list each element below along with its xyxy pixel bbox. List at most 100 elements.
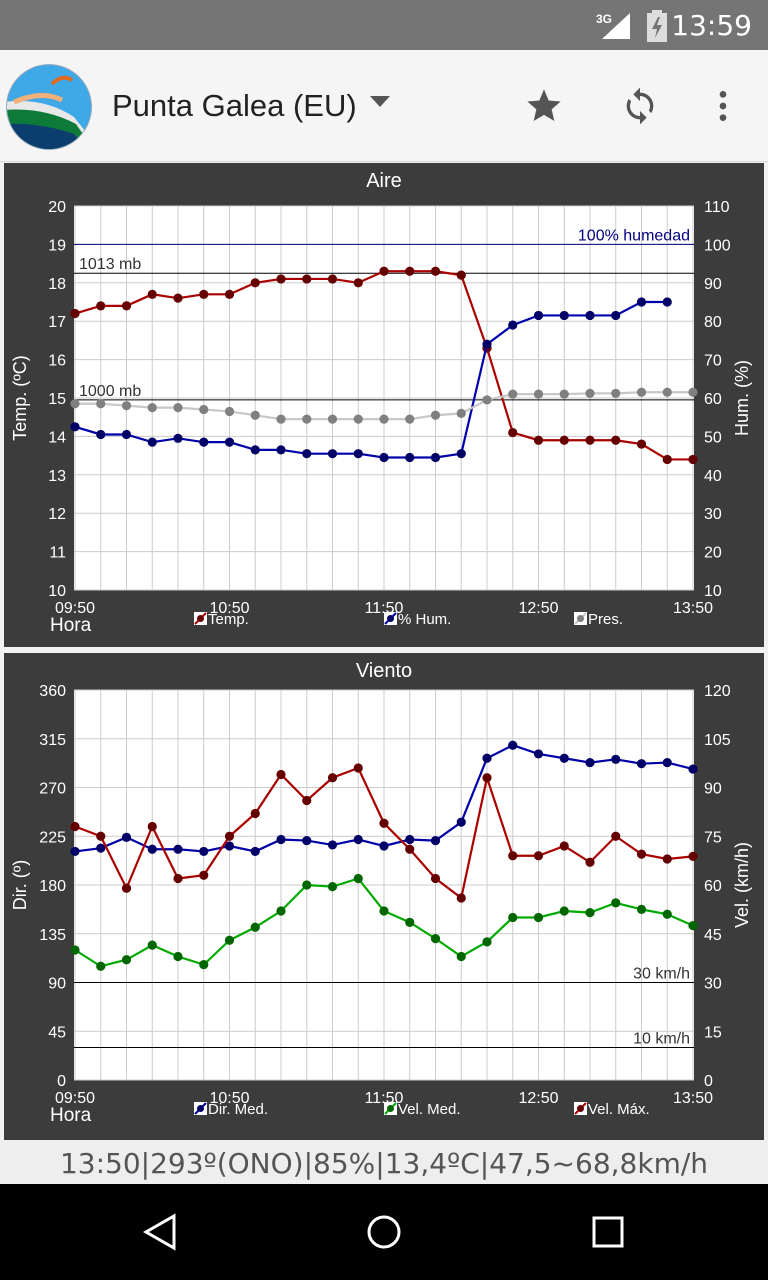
data-point — [302, 835, 312, 846]
data-point — [250, 808, 260, 819]
legend-swatch-marker — [197, 615, 204, 622]
data-point — [585, 757, 595, 768]
legend-label: Dir. Med. — [208, 1101, 268, 1118]
data-point — [508, 320, 518, 330]
y-tick-label: 225 — [39, 829, 66, 846]
data-point — [173, 433, 183, 443]
data-point — [559, 906, 569, 916]
data-point — [688, 454, 698, 465]
app-bar: Punta Galea (EU) — [0, 50, 768, 162]
data-point — [559, 389, 569, 399]
legend-swatch-marker — [197, 1105, 204, 1112]
data-point — [173, 844, 183, 854]
y2-axis-label: Vel. (km/h) — [732, 842, 752, 928]
data-point — [96, 429, 106, 440]
data-point — [121, 401, 132, 411]
data-point — [224, 831, 235, 841]
data-point — [276, 274, 286, 284]
data-point — [327, 840, 338, 850]
data-point — [250, 278, 260, 288]
dropdown-arrow-icon[interactable] — [370, 96, 390, 107]
data-point — [611, 754, 621, 764]
y2-tick-label: 30 — [704, 976, 722, 993]
data-point — [327, 449, 338, 459]
y-tick-label: 11 — [49, 545, 66, 562]
legend-swatch-marker — [577, 615, 584, 622]
y-axis-label: Dir. (º) — [10, 860, 30, 911]
data-point — [250, 922, 260, 932]
star-icon — [527, 89, 561, 121]
data-point — [611, 388, 621, 398]
data-point — [70, 422, 80, 432]
data-point — [662, 854, 672, 864]
data-point — [199, 437, 209, 447]
data-point — [456, 893, 466, 903]
data-point — [70, 308, 80, 319]
navigation-bar — [0, 1184, 768, 1280]
data-point — [456, 408, 466, 418]
data-point — [379, 841, 389, 851]
current-conditions-summary: 13:50|293º(ONO)|85%|13,4ºC|47,5~68,8km/h — [0, 1141, 768, 1184]
legend-label: Temp. — [208, 611, 249, 628]
data-point — [636, 904, 647, 914]
y-tick-label: 135 — [39, 927, 66, 944]
y-tick-label: 315 — [39, 732, 66, 749]
data-point — [327, 882, 338, 892]
y-tick-label: 19 — [48, 237, 66, 254]
data-point — [688, 387, 698, 397]
data-point — [662, 909, 672, 919]
app-logo-icon[interactable] — [4, 62, 94, 152]
data-point — [302, 274, 312, 284]
overflow-menu-button[interactable] — [697, 80, 749, 132]
data-point — [533, 435, 544, 445]
y2-tick-label: 30 — [704, 506, 722, 523]
data-point — [482, 937, 492, 947]
y2-tick-label: 110 — [704, 199, 730, 216]
data-point — [559, 310, 569, 321]
x-axis-label: Hora — [50, 615, 92, 636]
data-point — [430, 452, 441, 463]
data-point — [508, 427, 518, 438]
legend-label: % Hum. — [398, 611, 451, 628]
favorite-button[interactable] — [518, 80, 570, 132]
data-point — [276, 414, 286, 424]
data-point — [533, 749, 544, 759]
data-point — [96, 831, 106, 841]
data-point — [327, 773, 338, 783]
data-point — [147, 821, 157, 832]
data-point — [533, 389, 544, 399]
y-tick-label: 270 — [39, 781, 66, 798]
home-button[interactable] — [364, 1212, 404, 1252]
wind-chart: Viento 0 0 45 15 90 30 135 45 180 60 225 75 270 90 315 1… — [10, 660, 752, 1126]
data-point — [430, 410, 441, 420]
data-point — [430, 873, 441, 884]
legend-label: Pres. — [588, 611, 623, 628]
y2-tick-label: 80 — [704, 314, 722, 331]
station-title[interactable]: Punta Galea (EU) — [112, 88, 357, 123]
data-point — [173, 951, 183, 962]
data-point — [121, 955, 132, 965]
battery-charging-icon — [647, 10, 667, 42]
data-point — [482, 773, 492, 783]
legend-label: Vel. Máx. — [588, 1101, 650, 1118]
air-chart: Aire 10 10 11 20 12 30 13 40 14 50 15 60 16 70 17 80 18 90… — [10, 170, 752, 636]
recents-button[interactable] — [588, 1212, 628, 1252]
data-point — [353, 414, 363, 424]
y2-tick-label: 105 — [704, 732, 731, 749]
data-point — [636, 849, 647, 859]
data-point — [199, 289, 209, 299]
data-point — [250, 445, 260, 455]
data-point — [353, 763, 363, 773]
data-point — [147, 289, 157, 299]
data-point — [430, 934, 441, 944]
data-point — [636, 387, 647, 397]
data-point — [508, 912, 518, 923]
refresh-button[interactable] — [614, 80, 666, 132]
y-axis-label: Temp. (ºC) — [10, 355, 30, 441]
back-button[interactable] — [140, 1212, 180, 1252]
chart-title: Aire — [366, 170, 402, 192]
data-point — [70, 846, 80, 857]
data-point — [611, 435, 621, 445]
data-point — [96, 961, 106, 971]
data-point — [405, 452, 415, 463]
